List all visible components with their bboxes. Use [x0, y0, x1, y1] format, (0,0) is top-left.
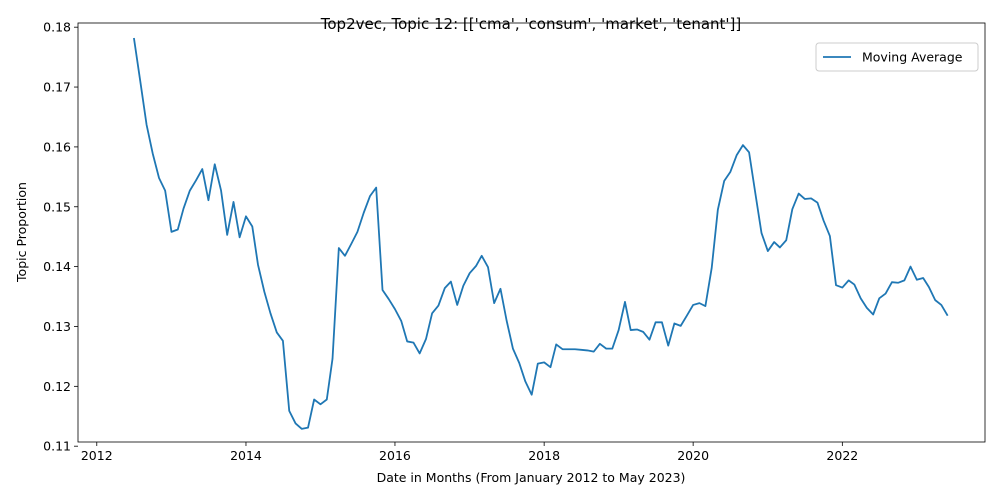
y-tick-label: 0.14 — [43, 259, 71, 274]
plot-area — [78, 23, 985, 442]
y-axis-label: Topic Proportion — [14, 182, 29, 283]
plot-frame — [77, 22, 986, 443]
y-tick-label: 0.15 — [43, 199, 71, 214]
series-layer — [133, 37, 949, 430]
y-tick-label: 0.18 — [43, 20, 71, 35]
x-tick-label: 2018 — [528, 448, 560, 463]
x-tick-label: 2022 — [826, 448, 858, 463]
y-tick-label: 0.16 — [43, 139, 71, 154]
series-line-moving-average — [133, 37, 949, 430]
x-tick-label: 2012 — [81, 448, 113, 463]
x-tick-label: 2014 — [230, 448, 262, 463]
legend: Moving Average — [815, 42, 979, 72]
x-axis-ticks: 2012 2014 2016 2018 2020 2022 — [81, 442, 858, 463]
x-tick-label: 2016 — [379, 448, 411, 463]
y-axis-ticks: 0.11 0.12 0.13 0.14 0.15 0.16 0.17 0.18 — [43, 20, 78, 454]
legend-label-moving-average: Moving Average — [862, 50, 963, 65]
chart-title: Top2vec, Topic 12: [['cma', 'consum', 'm… — [320, 15, 742, 33]
y-tick-label: 0.11 — [43, 439, 71, 454]
y-tick-label: 0.13 — [43, 319, 71, 334]
x-tick-label: 2020 — [677, 448, 709, 463]
x-axis-label: Date in Months (From January 2012 to May… — [377, 470, 686, 485]
legend-box — [815, 42, 979, 72]
y-tick-label: 0.17 — [43, 80, 71, 95]
y-tick-label: 0.12 — [43, 379, 71, 394]
